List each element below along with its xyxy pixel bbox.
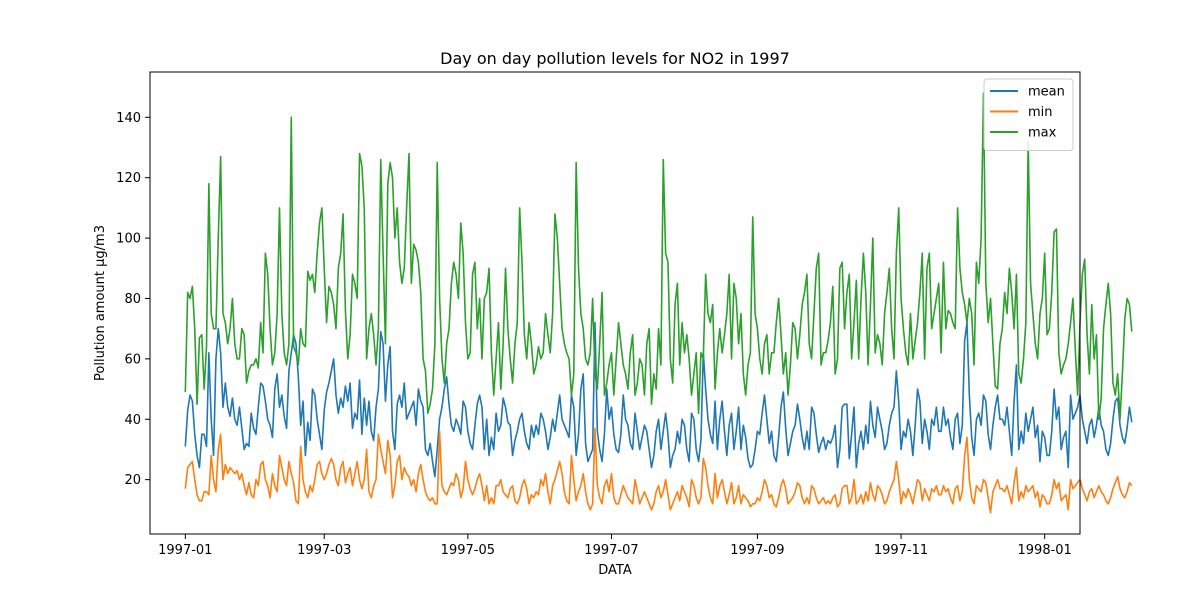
legend: mean min max: [983, 78, 1074, 151]
legend-label-min: min: [1028, 105, 1053, 120]
y-tick-label: 140: [116, 111, 141, 126]
legend-label-max: max: [1028, 126, 1057, 141]
y-tick-label: 100: [116, 232, 141, 247]
y-tick-label: 40: [124, 413, 141, 428]
chart-title: Day on day pollution levels for NO2 in 1…: [440, 49, 790, 68]
series-line-max: [184, 92, 1133, 421]
plot-area-frame: [149, 71, 1081, 535]
x-tick-label: 1997-11: [874, 543, 928, 558]
legend-label-mean: mean: [1028, 85, 1065, 100]
series-line-mean: [184, 321, 1133, 478]
y-tick-label: 120: [116, 171, 141, 186]
x-tick-label: 1997-07: [584, 543, 638, 558]
series-line-min: [184, 427, 1133, 514]
x-tick-label: 1997-03: [297, 543, 351, 558]
y-tick-label: 80: [124, 292, 141, 307]
y-tick-label: 20: [124, 473, 141, 488]
y-tick-label: 60: [124, 352, 141, 367]
x-tick-label: 1997-09: [730, 543, 784, 558]
y-axis-label: Pollution amount µg/m3: [93, 225, 108, 381]
y-axis-ticks: 20 40 60 80 100 120 140: [116, 111, 150, 488]
x-tick-label: 1997-01: [158, 543, 212, 558]
x-axis-ticks: 1997-01 1997-03 1997-05 1997-07 1997-09 1997-…: [158, 534, 1072, 558]
x-axis-label: DATA: [598, 563, 632, 578]
x-tick-label: 1997-05: [441, 543, 495, 558]
series-layer: [184, 92, 1133, 514]
x-tick-label: 1998-01: [1018, 543, 1072, 558]
